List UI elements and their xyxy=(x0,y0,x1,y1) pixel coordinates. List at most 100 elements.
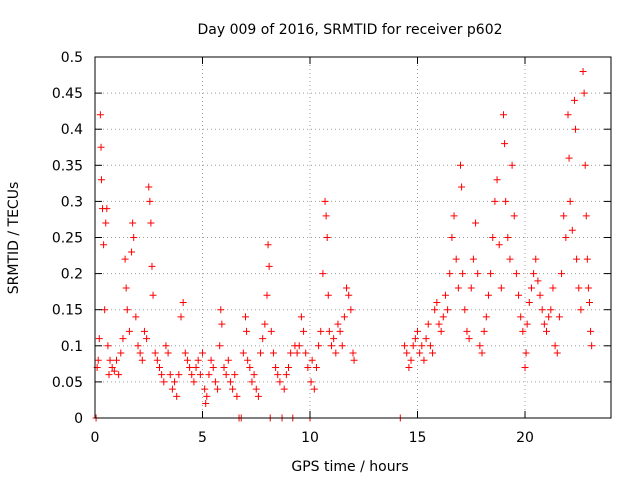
data-point xyxy=(121,255,129,263)
data-point xyxy=(158,371,166,379)
data-point xyxy=(328,342,335,350)
y-tick-label: 0.45 xyxy=(52,86,83,102)
data-point xyxy=(190,378,198,386)
data-point xyxy=(113,356,120,364)
data-point xyxy=(414,327,421,335)
data-point xyxy=(166,371,174,379)
data-point xyxy=(280,385,288,393)
data-point xyxy=(308,356,316,364)
data-point xyxy=(297,313,305,321)
data-point xyxy=(125,327,133,335)
data-point xyxy=(527,284,535,292)
data-point xyxy=(252,385,260,393)
data-point xyxy=(336,327,344,335)
y-tick-label: 0.3 xyxy=(61,194,83,210)
data-point xyxy=(146,197,154,205)
y-tick-label: 0.15 xyxy=(52,303,83,319)
y-tick-label: 0 xyxy=(74,411,83,427)
data-point xyxy=(543,327,550,335)
data-point xyxy=(274,371,282,379)
y-axis-label: SRMTID / TECUs xyxy=(6,182,22,295)
data-point xyxy=(420,356,428,364)
data-point xyxy=(343,284,351,292)
data-point xyxy=(307,378,315,386)
data-point xyxy=(582,212,590,220)
data-point xyxy=(422,335,430,343)
y-tick-label: 0.35 xyxy=(52,158,83,174)
x-tick-label: 0 xyxy=(91,430,100,446)
data-point xyxy=(202,400,210,408)
data-point xyxy=(566,197,574,205)
data-point xyxy=(105,371,113,379)
data-point xyxy=(181,349,189,357)
data-point xyxy=(272,363,280,371)
data-point xyxy=(433,298,441,306)
data-point xyxy=(465,335,473,343)
data-point xyxy=(173,392,181,400)
data-point xyxy=(148,262,156,270)
data-point xyxy=(140,327,148,335)
data-point xyxy=(338,342,346,350)
data-point xyxy=(119,335,127,343)
data-point xyxy=(194,356,202,364)
data-point xyxy=(522,349,530,357)
data-point xyxy=(431,306,439,314)
data-point xyxy=(450,212,458,220)
data-point xyxy=(521,363,529,371)
data-point xyxy=(457,161,464,169)
data-point xyxy=(324,291,332,299)
data-point xyxy=(143,335,151,343)
data-point xyxy=(129,219,137,227)
data-point xyxy=(312,363,320,371)
data-point xyxy=(164,349,172,357)
data-point xyxy=(502,197,510,205)
data-point xyxy=(474,270,482,278)
data-point xyxy=(315,342,323,350)
data-point xyxy=(220,363,228,371)
data-point xyxy=(156,363,163,371)
data-point xyxy=(233,392,241,400)
grid-lines xyxy=(95,57,611,418)
data-point xyxy=(577,306,585,314)
data-point xyxy=(246,363,254,371)
data-point xyxy=(487,270,495,278)
data-point xyxy=(583,255,591,263)
data-point xyxy=(319,270,327,278)
data-point xyxy=(239,349,247,357)
data-point xyxy=(564,111,572,119)
data-point xyxy=(584,284,592,292)
data-point xyxy=(263,291,271,299)
data-point xyxy=(302,349,310,357)
data-point xyxy=(523,320,531,328)
data-point xyxy=(416,349,424,357)
data-point xyxy=(264,241,272,249)
data-point xyxy=(347,306,355,314)
x-tick-label: 20 xyxy=(516,430,534,446)
x-tick-label: 15 xyxy=(409,430,427,446)
data-point xyxy=(115,371,123,379)
data-point xyxy=(558,270,566,278)
data-point xyxy=(132,313,140,321)
data-point xyxy=(97,143,105,151)
data-point xyxy=(418,342,426,350)
data-point xyxy=(254,392,262,400)
data-point xyxy=(108,363,116,371)
data-point xyxy=(110,367,118,375)
data-point xyxy=(216,342,224,350)
data-point xyxy=(321,197,329,205)
data-point xyxy=(560,212,568,220)
data-point xyxy=(147,219,155,227)
data-point xyxy=(482,313,490,321)
data-point xyxy=(97,176,105,184)
data-point xyxy=(203,392,211,400)
data-point xyxy=(334,320,342,328)
data-point xyxy=(519,327,527,335)
data-point xyxy=(570,96,578,104)
data-point xyxy=(209,363,217,371)
data-point xyxy=(243,327,251,335)
data-point xyxy=(555,313,563,321)
data-point xyxy=(322,212,330,220)
data-point xyxy=(171,378,179,386)
data-point xyxy=(565,154,573,162)
